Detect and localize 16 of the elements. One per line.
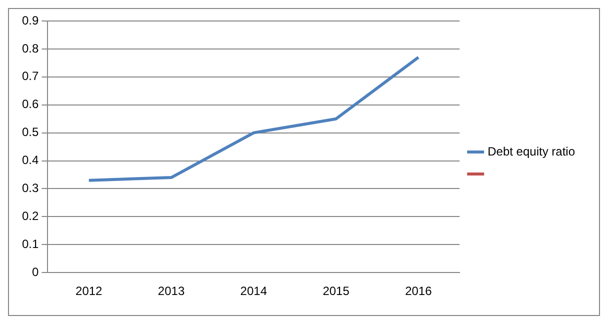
- y-tick-label: 0.9: [22, 13, 39, 28]
- x-tick-label: 2016: [405, 284, 432, 298]
- x-tick-label: 2013: [158, 284, 185, 298]
- x-tick-label: 2014: [240, 284, 268, 298]
- y-tick-label: 0.5: [22, 125, 39, 140]
- x-tick-label: 2015: [322, 284, 350, 298]
- y-tick-label: 0.4: [22, 153, 39, 168]
- y-tick-label: 0.3: [22, 181, 39, 196]
- y-tick-label: 0.7: [22, 69, 39, 84]
- y-tick-label: 0.6: [22, 97, 39, 112]
- y-tick-label: 0.8: [22, 41, 39, 56]
- y-tick-label: 0.1: [22, 236, 39, 251]
- y-tick-label: 0.2: [22, 209, 39, 223]
- x-tick-label: 2012: [76, 284, 103, 298]
- y-tick-label: 0: [32, 264, 39, 279]
- legend-label: Debt equity ratio: [488, 144, 576, 158]
